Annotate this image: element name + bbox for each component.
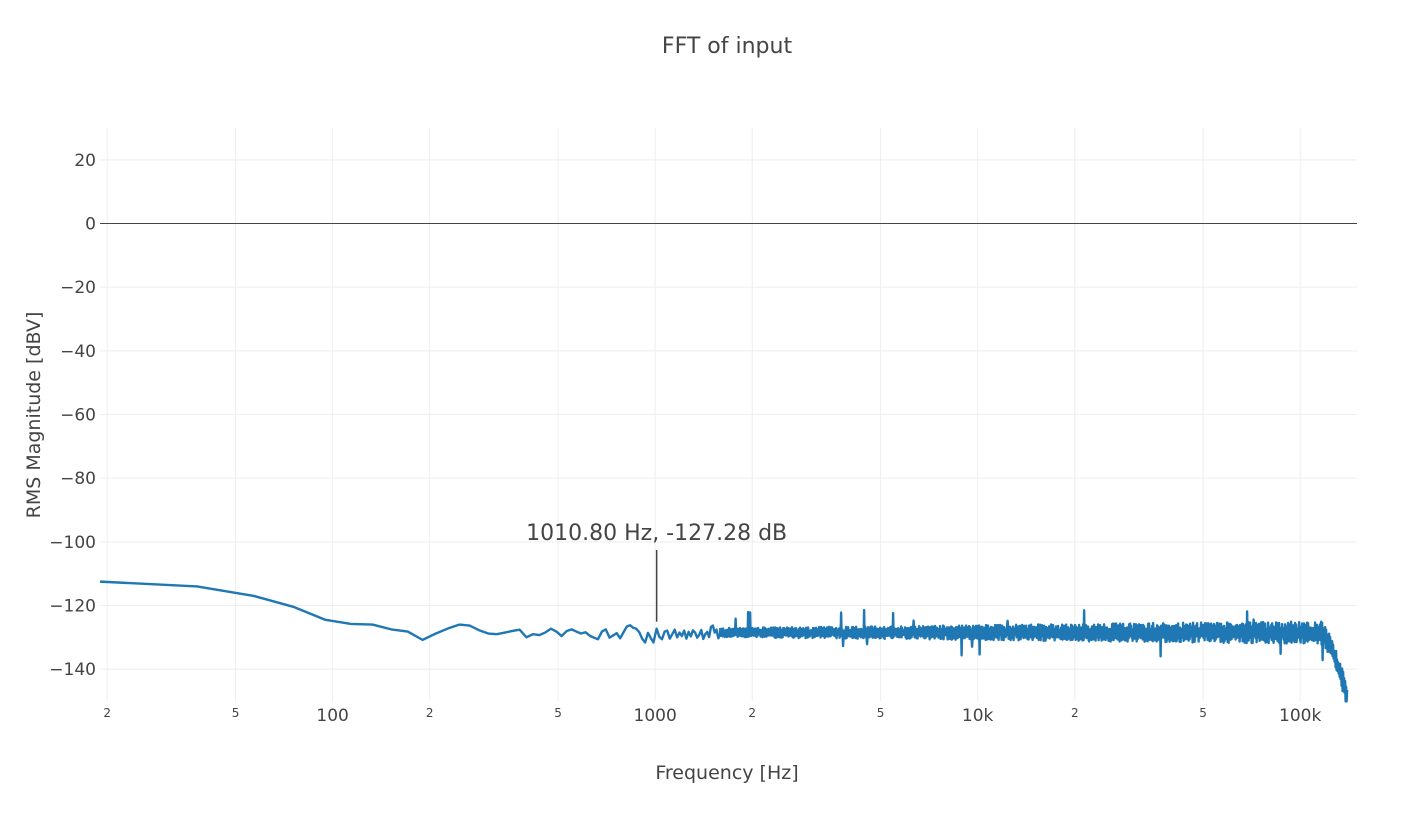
x-tick-label: 2 (103, 706, 111, 720)
x-tick-label: 2 (426, 706, 434, 720)
x-tick-label: 10k (962, 706, 994, 726)
y-tick-label: −20 (60, 278, 96, 298)
x-tick-label: 5 (554, 706, 562, 720)
y-tick-label: −80 (60, 469, 96, 489)
y-tick-label: −40 (60, 342, 96, 362)
chart-title: FFT of input (662, 34, 793, 59)
x-axis-title: Frequency [Hz] (655, 762, 798, 784)
x-tick-label: 100k (1279, 706, 1321, 726)
series-layer (99, 580, 1349, 703)
y-axis-title: RMS Magnitude [dBV] (23, 312, 45, 519)
x-tick-label: 2 (748, 706, 756, 720)
y-tick-label: −100 (49, 533, 96, 553)
x-tick-label: 2 (1071, 706, 1079, 720)
grid (100, 128, 1357, 701)
x-tick-label: 100 (316, 706, 348, 726)
y-tick-label: −140 (49, 660, 96, 680)
y-tick-label: −120 (49, 597, 96, 617)
x-tick-label: 5 (877, 706, 885, 720)
series-line (99, 580, 1349, 703)
x-tick-label: 5 (232, 706, 240, 720)
y-tick-label: 20 (74, 151, 96, 171)
annotation-label: 1010.80 Hz, -127.28 dB (526, 521, 787, 546)
x-tick-label: 1000 (634, 706, 677, 726)
y-tick-label: −60 (60, 406, 96, 426)
y-tick-label: 0 (85, 215, 96, 235)
annotation: 1010.80 Hz, -127.28 dB (526, 521, 787, 622)
tick-labels: 2 5 100 2 5 1000 2 5 10k 2 5 100k 20 0 −20 −40 −60 −80 −10… (49, 151, 1321, 726)
x-tick-label: 5 (1199, 706, 1207, 720)
